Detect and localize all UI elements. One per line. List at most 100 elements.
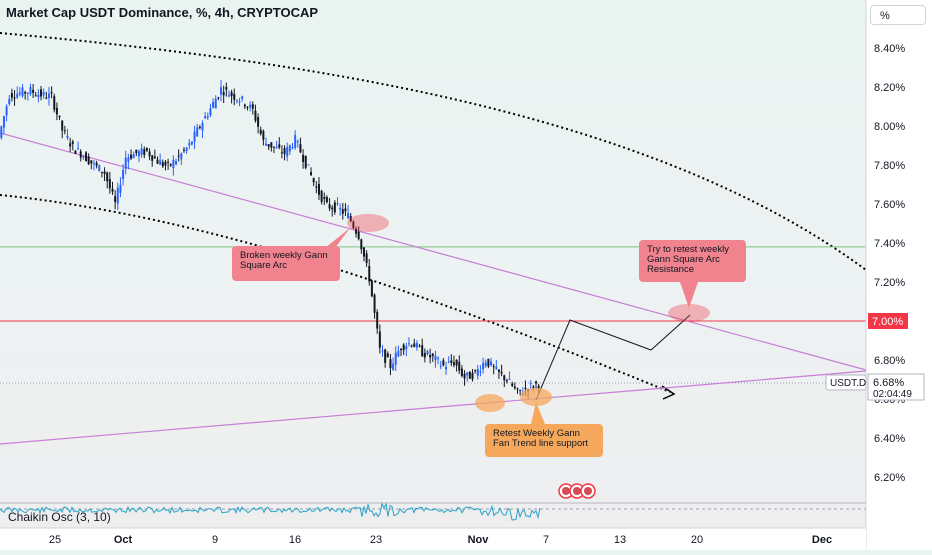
candle-body — [196, 127, 199, 137]
candle-body — [24, 91, 27, 94]
arc-arrowhead — [661, 385, 676, 400]
candle-body — [262, 131, 265, 140]
candle-body — [32, 89, 35, 93]
candle-body — [381, 350, 384, 352]
candle-body — [10, 93, 13, 98]
candle-body — [230, 92, 233, 97]
candle-body — [140, 148, 143, 155]
candle-body — [159, 160, 162, 165]
candle-body — [317, 184, 320, 195]
callout-text: Resistance — [647, 264, 694, 275]
candle-body — [402, 344, 405, 351]
x-tick-label: 25 — [49, 534, 61, 546]
candle-body — [310, 172, 313, 176]
candle-body — [153, 156, 156, 159]
y-tick-label: 7.80% — [874, 160, 905, 172]
callout-tail — [680, 282, 698, 308]
candle-body — [132, 154, 135, 159]
candle-body — [344, 208, 347, 212]
candle-body — [368, 266, 371, 282]
candle-body — [127, 157, 130, 162]
candle-body — [389, 359, 392, 369]
candle-body — [100, 171, 103, 173]
candle-body — [482, 362, 485, 370]
candle-body — [407, 343, 410, 345]
candle-body — [85, 152, 88, 162]
candle-body — [312, 178, 315, 183]
candle-body — [58, 115, 61, 118]
candle-body — [169, 163, 172, 166]
y-tick-label: 6.40% — [874, 433, 905, 445]
candle-body — [106, 172, 109, 182]
candle-body — [320, 190, 323, 202]
y-tick-label: 7.60% — [874, 199, 905, 211]
candle-body — [251, 104, 254, 109]
candle-body — [394, 352, 397, 365]
candle-body — [423, 352, 426, 358]
x-tick-label: Nov — [468, 534, 490, 546]
candle-body — [505, 380, 508, 382]
candle-body — [172, 159, 175, 169]
candle-body — [421, 345, 424, 357]
candle-body — [188, 143, 191, 146]
candle-body — [410, 345, 413, 347]
candle-body — [135, 149, 138, 154]
callout-text: Gann Square Arc — [647, 254, 720, 265]
candle-body — [384, 349, 387, 363]
price-axis-panel — [866, 0, 932, 550]
candle-body — [429, 355, 432, 358]
candle-body — [304, 155, 307, 168]
event-flag-dot — [584, 487, 592, 495]
candle-body — [71, 141, 74, 144]
resistance-price-label: 7.00% — [872, 316, 903, 328]
callout-tail — [325, 228, 350, 248]
broken-arc-marker — [347, 214, 389, 232]
event-flag-dot — [562, 487, 570, 495]
candle-body — [45, 97, 48, 99]
candle-body — [492, 366, 495, 368]
candle-body — [532, 386, 535, 388]
candle-body — [413, 343, 416, 348]
candle-body — [82, 156, 85, 158]
candle-body — [275, 146, 278, 149]
candle-body — [537, 385, 540, 389]
percent-scale-button[interactable]: % — [870, 5, 926, 25]
x-tick-label: 9 — [212, 534, 218, 546]
candle-body — [349, 216, 352, 222]
candle-body — [116, 187, 119, 204]
callout-box — [485, 424, 603, 457]
candle-body — [249, 104, 252, 108]
callout-tail — [531, 402, 545, 424]
indicator-label[interactable]: Chaikin Osc (3, 10) — [8, 510, 111, 524]
candle-body — [500, 371, 503, 374]
retest-target-marker — [668, 304, 710, 322]
candle-body — [474, 370, 477, 372]
candle-body — [5, 106, 8, 116]
callout-text: Try to retest weekly — [647, 244, 729, 255]
candle-body — [302, 154, 305, 162]
candle-body — [519, 389, 522, 391]
candle-body — [66, 135, 69, 138]
candle-body — [13, 97, 16, 99]
y-tick-label: 6.80% — [874, 355, 905, 367]
candle-body — [190, 141, 193, 145]
candle-body — [124, 157, 127, 169]
candle-body — [55, 107, 58, 115]
candle-body — [238, 101, 241, 103]
candle-body — [95, 162, 98, 166]
x-tick-label: 20 — [691, 534, 703, 546]
chart-title: Market Cap USDT Dominance, %, 4h, CRYPTO… — [6, 5, 319, 20]
candle-body — [466, 372, 469, 376]
candle-body — [103, 171, 106, 174]
current-price-badge — [867, 373, 925, 401]
candle-body — [87, 156, 90, 165]
symbol-label: USDT.D — [830, 378, 866, 389]
y-tick-label: 8.40% — [874, 43, 905, 55]
candle-body — [450, 360, 453, 363]
candle-body — [137, 151, 140, 157]
y-tick-label: 8.00% — [874, 121, 905, 133]
candle-body — [175, 161, 178, 165]
